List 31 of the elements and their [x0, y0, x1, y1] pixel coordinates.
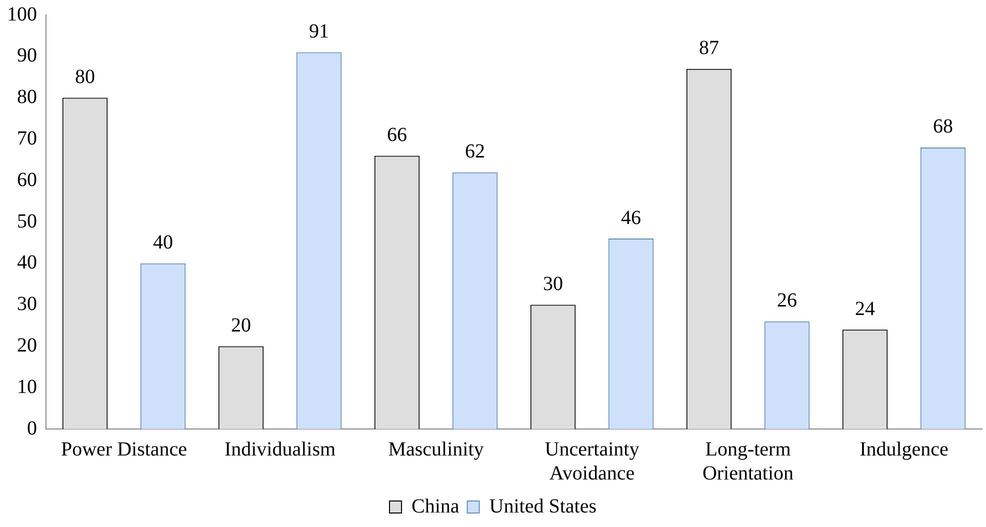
x-tick-label: Long-term Orientation: [702, 438, 794, 484]
x-tick-label: Masculinity: [388, 438, 484, 460]
data-label: 68: [933, 116, 953, 138]
data-label: 80: [75, 66, 95, 88]
y-tick-label: 40: [17, 252, 37, 274]
y-tick-label: 20: [17, 334, 37, 356]
x-tick-label: Uncertainty Avoidance: [544, 438, 640, 484]
x-tick-label: Power Distance: [60, 438, 188, 460]
data-label: 20: [231, 314, 251, 336]
data-label: 91: [309, 20, 329, 43]
data-label: 40: [153, 232, 173, 254]
y-tick-label: 30: [17, 293, 37, 316]
data-label: 46: [621, 206, 641, 229]
y-tick-label: 10: [17, 376, 37, 398]
data-label: 62: [465, 140, 485, 163]
data-label: 66: [387, 124, 407, 146]
data-label: 30: [543, 273, 563, 296]
legend-label: China: [412, 495, 460, 518]
y-tick-label: 50: [17, 210, 37, 232]
y-tick-label: 0: [27, 417, 37, 440]
legend-label: United States: [489, 495, 597, 518]
y-tick-label: 70: [17, 127, 37, 150]
y-tick-label: 60: [17, 168, 37, 191]
x-tick-label: Individualism: [224, 438, 336, 460]
y-tick-label: 80: [17, 86, 37, 108]
data-label: 87: [699, 37, 719, 60]
data-label: 26: [777, 290, 797, 312]
data-label: 24: [855, 298, 875, 320]
x-tick-label: Indulgence: [860, 438, 949, 460]
y-tick-label: 100: [7, 3, 37, 26]
y-tick-label: 90: [17, 44, 37, 67]
